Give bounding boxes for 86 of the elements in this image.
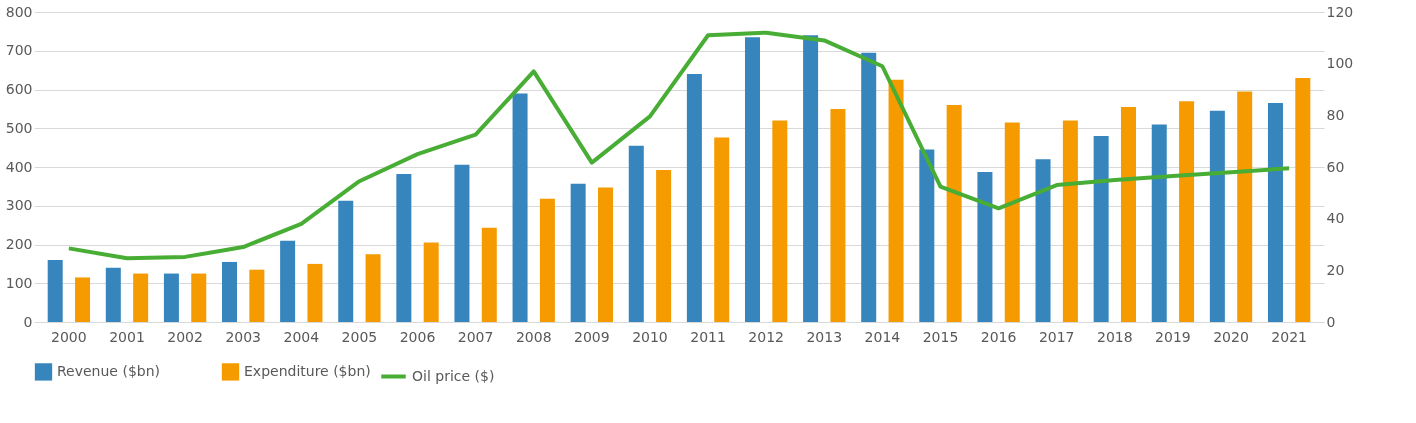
- bar: [686, 74, 702, 322]
- y2-tick-label: 100: [1326, 55, 1354, 72]
- bar: [163, 273, 179, 322]
- bar: [919, 149, 935, 322]
- bar: [714, 137, 730, 322]
- y-tick-label: 200: [5, 236, 33, 252]
- y-tick-label: 100: [5, 274, 33, 291]
- bar: [772, 120, 788, 322]
- x-tick-label: 2006: [399, 328, 436, 345]
- bar: [365, 254, 381, 322]
- legend-label: Oil price ($): [412, 367, 495, 384]
- y-tick-label: 500: [5, 119, 33, 136]
- bar: [1151, 124, 1167, 322]
- bar: [307, 263, 323, 322]
- bar: [888, 79, 904, 322]
- bar: [656, 170, 672, 322]
- legend-label: Expenditure ($bn): [244, 362, 371, 379]
- bar: [105, 267, 121, 322]
- bar: [512, 93, 528, 322]
- bar: [249, 269, 265, 322]
- bar: [946, 105, 962, 322]
- x-tick-label: 2012: [748, 328, 784, 345]
- bar: [280, 240, 296, 322]
- bar: [1093, 136, 1109, 322]
- x-tick-label: 2000: [51, 328, 87, 345]
- bar: [1237, 91, 1253, 322]
- x-tick-label: 2021: [1271, 328, 1307, 345]
- bar: [861, 52, 877, 322]
- bar: [47, 260, 63, 322]
- bar: [75, 277, 91, 322]
- bar: [1062, 120, 1078, 322]
- y-tick-label: 400: [5, 158, 33, 175]
- x-tick-label: 2018: [1096, 328, 1133, 345]
- bar: [1295, 77, 1311, 322]
- bar: [1035, 159, 1051, 322]
- y2-tick-label: 20: [1326, 261, 1345, 278]
- x-tick-label: 2015: [922, 328, 959, 345]
- bar: [598, 187, 614, 322]
- x-tick-label: 2017: [1038, 328, 1075, 345]
- line-series: [66, 30, 1292, 261]
- bar: [1179, 101, 1195, 322]
- bar: [1004, 122, 1020, 322]
- y-tick-label: 0: [23, 313, 33, 330]
- y2-tick-label: 0: [1326, 313, 1336, 330]
- y2-tick-label: 60: [1326, 158, 1345, 175]
- x-tick-label: 2004: [283, 328, 320, 345]
- x-tick-label: 2007: [457, 328, 494, 345]
- bar: [1267, 103, 1283, 322]
- x-tick-label: 2001: [109, 328, 145, 345]
- x-tick-label: 2002: [167, 328, 203, 345]
- x-tick-label: 2003: [225, 328, 262, 345]
- y2-tick-label: 120: [1326, 3, 1354, 20]
- bar: [628, 145, 644, 322]
- y-tick-label: 600: [5, 81, 33, 97]
- bar: [570, 183, 586, 322]
- x-tick-label: 2019: [1155, 328, 1191, 345]
- legend-label: Revenue ($bn): [57, 362, 161, 379]
- x-tick-label: 2011: [690, 328, 726, 345]
- y-tick-label: 700: [5, 42, 33, 59]
- x-tick-label: 2014: [864, 328, 901, 345]
- bar: [1120, 106, 1136, 322]
- bar: [423, 242, 439, 322]
- bar: [539, 198, 555, 322]
- bar: [977, 172, 993, 322]
- x-tick-label: 2010: [632, 328, 668, 345]
- bar: [830, 108, 846, 322]
- y-tick-label: 800: [5, 3, 33, 20]
- bar: [481, 227, 497, 322]
- x-tick-label: 2016: [980, 328, 1017, 345]
- x-tick-label: 2009: [574, 328, 610, 345]
- bar: [454, 164, 470, 322]
- x-tick-label: 2020: [1213, 328, 1249, 345]
- x-tick-label: 2005: [341, 328, 378, 345]
- bar: [396, 173, 412, 322]
- y2-tick-label: 80: [1326, 106, 1345, 123]
- bar: [222, 261, 238, 322]
- x-tick-label: 2013: [806, 328, 843, 345]
- bar: [338, 200, 354, 322]
- x-tick-label: 2008: [515, 328, 552, 345]
- bar: [133, 273, 149, 322]
- y2-tick-label: 40: [1326, 210, 1345, 227]
- bar: [803, 35, 819, 322]
- bar: [1209, 110, 1225, 322]
- bar: [744, 37, 760, 322]
- y-tick-label: 300: [5, 197, 33, 214]
- bar: [191, 273, 207, 322]
